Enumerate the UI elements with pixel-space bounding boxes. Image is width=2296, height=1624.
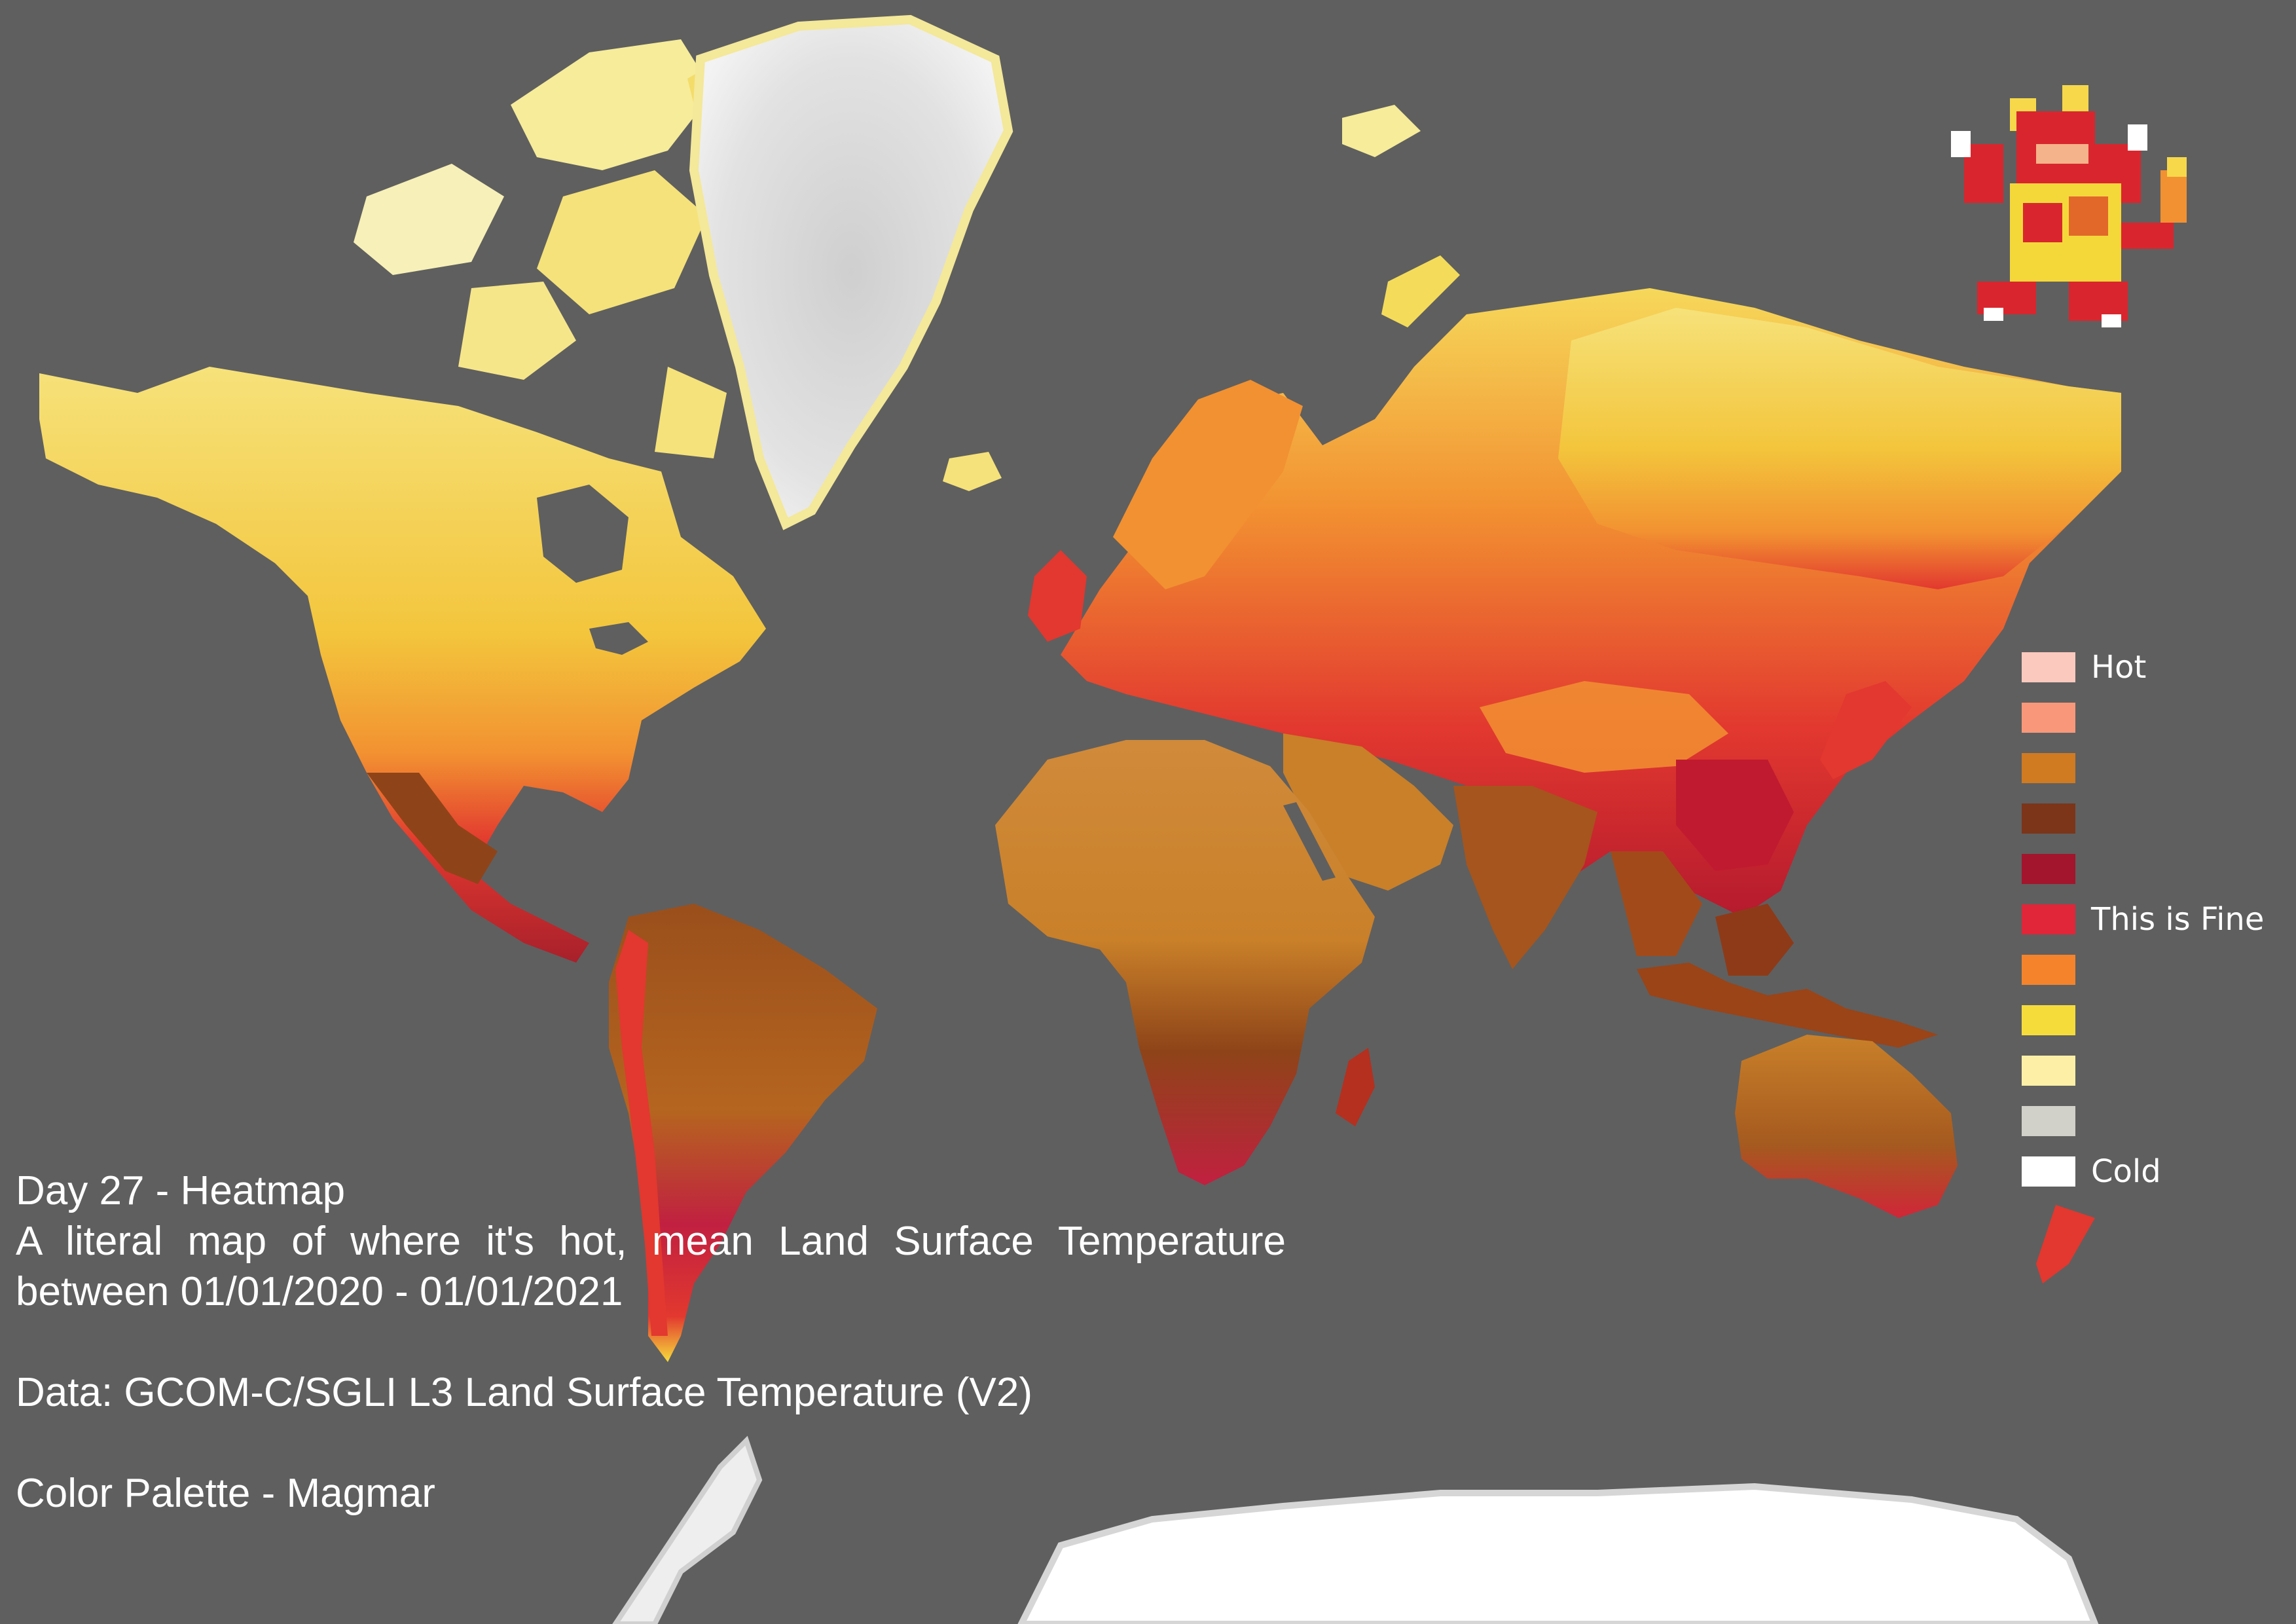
legend-item: Cold (2022, 1153, 2161, 1190)
legend-label: This is Fine (2091, 901, 2265, 938)
legend-item: This is Fine (2022, 901, 2264, 938)
legend-item: Hot (2022, 649, 2146, 686)
legend-swatch (2022, 753, 2075, 783)
hudson-bay (537, 485, 629, 583)
south-america (609, 904, 877, 1362)
africa (995, 740, 1375, 1185)
map-caption: Day 27 - Heatmap A literal map of where … (16, 1166, 1286, 1519)
legend-swatch (2022, 652, 2075, 682)
antarctica (1017, 1483, 2099, 1624)
great-lakes (589, 622, 648, 655)
map-description: A literal map of where it's hot, mean La… (16, 1219, 1286, 1314)
new-zealand (2036, 1205, 2095, 1283)
palette-credit: Color Palette - Magmar (16, 1471, 435, 1516)
legend-item (2022, 703, 2075, 733)
scandinavia (1113, 380, 1303, 589)
antarctic-peninsula (612, 1435, 763, 1624)
iceland (943, 452, 1002, 491)
madagascar (1336, 1048, 1375, 1126)
legend-item (2022, 1056, 2075, 1086)
indonesia (1637, 963, 1938, 1048)
map-title: Day 27 - Heatmap (16, 1168, 346, 1213)
legend-swatch (2022, 904, 2075, 934)
siberia (1558, 308, 2121, 589)
arabian-peninsula (1283, 733, 1453, 891)
legend-label: Cold (2091, 1153, 2161, 1190)
legend-item (2022, 1005, 2075, 1035)
legend-swatch (2022, 803, 2075, 834)
magmar-sprite-icon (1951, 85, 2187, 327)
greenland (689, 14, 1013, 530)
svalbard (1342, 105, 1421, 157)
mexico (367, 773, 498, 884)
legend-swatch (2022, 1156, 2075, 1187)
legend-item (2022, 955, 2075, 985)
japan (1820, 681, 1912, 779)
indian-subcontinent (1453, 786, 1597, 969)
legend-item (2022, 854, 2075, 884)
andes (615, 930, 668, 1336)
tibet-plateau (1480, 681, 1728, 773)
legend-swatch (2022, 854, 2075, 884)
red-sea (1283, 802, 1336, 881)
novaya-zemlya (1381, 255, 1460, 327)
australia (1735, 1035, 1958, 1218)
south-china (1676, 760, 1794, 871)
legend-swatch (2022, 1056, 2075, 1086)
legend-label: Hot (2091, 649, 2147, 686)
legend-item (2022, 1106, 2075, 1136)
southeast-asia (1611, 851, 1702, 956)
legend-swatch (2022, 703, 2075, 733)
legend-swatch (2022, 955, 2075, 985)
legend-item (2022, 803, 2075, 834)
british-isles (1028, 550, 1087, 642)
legend-swatch (2022, 1106, 2075, 1136)
legend-item (2022, 753, 2075, 783)
data-source: Data: GCOM-C/SGLI L3 Land Surface Temper… (16, 1370, 1032, 1415)
legend-swatch (2022, 1005, 2075, 1035)
borneo (1715, 904, 1794, 976)
